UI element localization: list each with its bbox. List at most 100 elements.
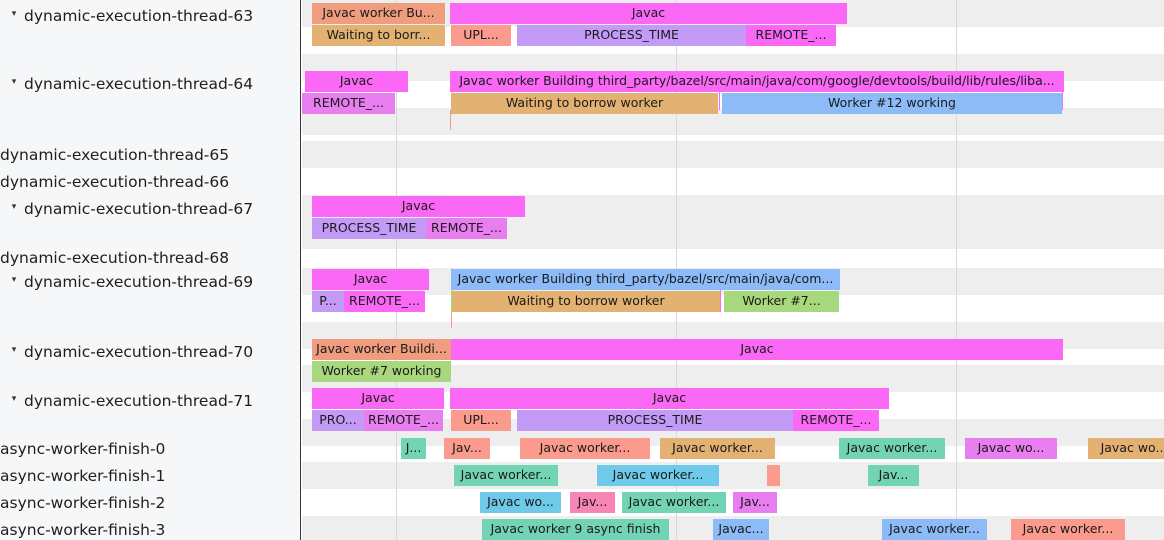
row-label-dynamic-execution-thread-64[interactable]: ▾ dynamic-execution-thread-64	[0, 70, 300, 97]
timeline-bar-label: Javac worker Building third_party/bazel/…	[457, 271, 834, 287]
row-band	[302, 462, 1164, 489]
chevron-down-icon[interactable]: ▾	[11, 9, 17, 19]
row-label-text: async-worker-finish-1	[0, 466, 166, 485]
time-gridline-2	[956, 0, 957, 540]
timeline-bar[interactable]: Javac worker Buildi...	[312, 339, 451, 360]
chevron-down-icon[interactable]: ▾	[11, 77, 17, 87]
timeline-bar[interactable]: REMOTE_...	[344, 291, 425, 312]
timeline-bar-label: Javac worker 9 async finish	[490, 521, 661, 537]
timeline-bar-label: J...	[405, 440, 422, 456]
timeline-bar-label: Javac worker...	[539, 440, 631, 456]
row-label-dynamic-execution-thread-69[interactable]: ▾ dynamic-execution-thread-69	[0, 268, 300, 295]
timeline-bar[interactable]: Javac	[312, 269, 429, 290]
timeline-bar[interactable]: Javac worker Building third_party/bazel/…	[450, 71, 1064, 92]
timeline-bar-label: Waiting to borrow worker	[507, 293, 665, 309]
timeline-bar[interactable]: Javac worker Bu...	[312, 3, 445, 24]
timeline-bar[interactable]: Javac worker...	[882, 519, 987, 540]
chevron-down-icon[interactable]: ▾	[11, 202, 17, 212]
timeline-bar-label: REMOTE_...	[755, 27, 827, 43]
row-label-text: async-worker-finish-3	[0, 520, 166, 539]
timeline-bar-label: Javac wo...	[977, 440, 1045, 456]
chevron-down-icon[interactable]: ▾	[11, 345, 17, 355]
bar-edge-marker	[451, 268, 452, 312]
timeline-bar-label: REMOTE_...	[368, 412, 439, 428]
timeline-bar[interactable]: Waiting to borr...	[312, 25, 445, 46]
chevron-down-icon[interactable]: ▾	[11, 275, 17, 285]
timeline-bar-label: Waiting to borrow worker	[505, 95, 664, 111]
timeline-bar[interactable]: Javac wo...	[1088, 438, 1164, 459]
timeline-bar-label: Javac worker Buildi...	[316, 341, 447, 357]
bar-edge-marker	[450, 110, 451, 130]
timeline-bar[interactable]: J...	[401, 438, 426, 459]
timeline-bar[interactable]: Javac worker...	[839, 438, 945, 459]
timeline-bar[interactable]: Worker #12 working	[722, 93, 1062, 114]
timeline-bar-label: Javac worker...	[672, 440, 763, 456]
timeline-bar[interactable]: UPL...	[451, 25, 511, 46]
timeline-bar-label: Jav...	[740, 494, 770, 510]
timeline-bar[interactable]: PROCESS_TIME	[517, 410, 793, 431]
timeline-bar-label: Javac worker...	[889, 521, 980, 537]
timeline-bar[interactable]: Waiting to borrow worker	[451, 93, 718, 114]
timeline-bar[interactable]: Worker #7 working	[312, 361, 451, 382]
timeline-bar[interactable]: Jav...	[733, 492, 777, 513]
timeline-bar[interactable]: PRO...	[312, 410, 364, 431]
timeline-bar-label: Javac...	[718, 521, 764, 537]
timeline-bar[interactable]: REMOTE_...	[302, 93, 395, 114]
timeline-bar[interactable]: PROCESS_TIME	[312, 218, 426, 239]
row-label-dynamic-execution-thread-71[interactable]: ▾ dynamic-execution-thread-71	[0, 387, 300, 414]
timeline-bar-label: Javac wo...	[487, 494, 554, 510]
timeline-bar[interactable]: P...	[312, 291, 344, 312]
timeline-bar[interactable]: Javac worker 9 async finish	[482, 519, 669, 540]
timeline-bar[interactable]	[767, 465, 780, 486]
timeline-bar[interactable]: Javac wo...	[480, 492, 561, 513]
timeline-bar[interactable]: Javac	[305, 71, 408, 92]
timeline-bar-label: Javac worker...	[628, 494, 720, 510]
timeline-bar-label: PRO...	[319, 412, 357, 428]
timeline-bar[interactable]: UPL...	[451, 410, 511, 431]
timeline-bar[interactable]: Javac worker Building third_party/bazel/…	[451, 269, 840, 290]
bar-edge-marker	[451, 308, 452, 328]
row-label-dynamic-execution-thread-65: dynamic-execution-thread-65	[0, 141, 300, 168]
chevron-down-icon[interactable]: ▾	[11, 394, 17, 404]
timeline-bar[interactable]: Javac worker...	[454, 465, 558, 486]
timeline-bar-label: Javac	[652, 390, 687, 406]
timeline-bar[interactable]: Javac	[450, 388, 889, 409]
timeline-bar-label: Javac worker...	[846, 440, 938, 456]
timeline-bar-label: Worker #7 working	[321, 363, 442, 379]
timeline-bar[interactable]: REMOTE_...	[746, 25, 836, 46]
bar-edge-marker	[719, 88, 720, 110]
timeline-bar[interactable]: Waiting to borrow worker	[452, 291, 720, 312]
timeline-bar-label: REMOTE_...	[313, 95, 384, 111]
timeline-bar[interactable]: Javac	[312, 388, 444, 409]
timeline-bar-label: Worker #12 working	[828, 95, 956, 111]
timeline-bar[interactable]: REMOTE_...	[364, 410, 443, 431]
timeline-bar[interactable]: REMOTE_...	[426, 218, 507, 239]
timeline-bar[interactable]: Jav...	[444, 438, 490, 459]
timeline-bar[interactable]: Jav...	[570, 492, 615, 513]
timeline-bar[interactable]: Javac...	[713, 519, 769, 540]
row-label-text: dynamic-execution-thread-63	[24, 6, 254, 25]
timeline-bar[interactable]: Javac worker...	[520, 438, 650, 459]
row-label-text: dynamic-execution-thread-71	[24, 391, 254, 410]
row-label-dynamic-execution-thread-70[interactable]: ▾ dynamic-execution-thread-70	[0, 338, 300, 365]
timeline-bar[interactable]: REMOTE_...	[793, 410, 879, 431]
timeline-bar[interactable]: Javac wo...	[965, 438, 1057, 459]
timeline-bar[interactable]: Jav...	[868, 465, 919, 486]
timeline-bar[interactable]: Javac worker...	[660, 438, 775, 459]
row-label-dynamic-execution-thread-63[interactable]: ▾ dynamic-execution-thread-63	[0, 2, 300, 29]
timeline-bar-label: Javac	[740, 341, 774, 357]
timeline-tracks[interactable]: Javac worker Bu... Waiting to borr... Java…	[302, 0, 1164, 540]
timeline-bar[interactable]: Javac worker...	[597, 465, 719, 486]
timeline-bar[interactable]: Worker #7...	[724, 291, 839, 312]
timeline-bar[interactable]: Javac	[450, 3, 847, 24]
timeline-bar[interactable]: Javac	[312, 196, 525, 217]
timeline-bar[interactable]: Javac	[451, 339, 1063, 360]
timeline-bar[interactable]: PROCESS_TIME	[517, 25, 746, 46]
timeline-bar-label: Javac wo...	[1100, 440, 1164, 456]
timeline-bar-label: Javac worker...	[460, 467, 552, 483]
timeline-bar[interactable]: Javac worker...	[622, 492, 726, 513]
row-label-dynamic-execution-thread-67[interactable]: ▾ dynamic-execution-thread-67	[0, 195, 300, 222]
timeline-bar[interactable]: Javac worker...	[1011, 519, 1125, 540]
row-label-text: async-worker-finish-0	[0, 439, 166, 458]
